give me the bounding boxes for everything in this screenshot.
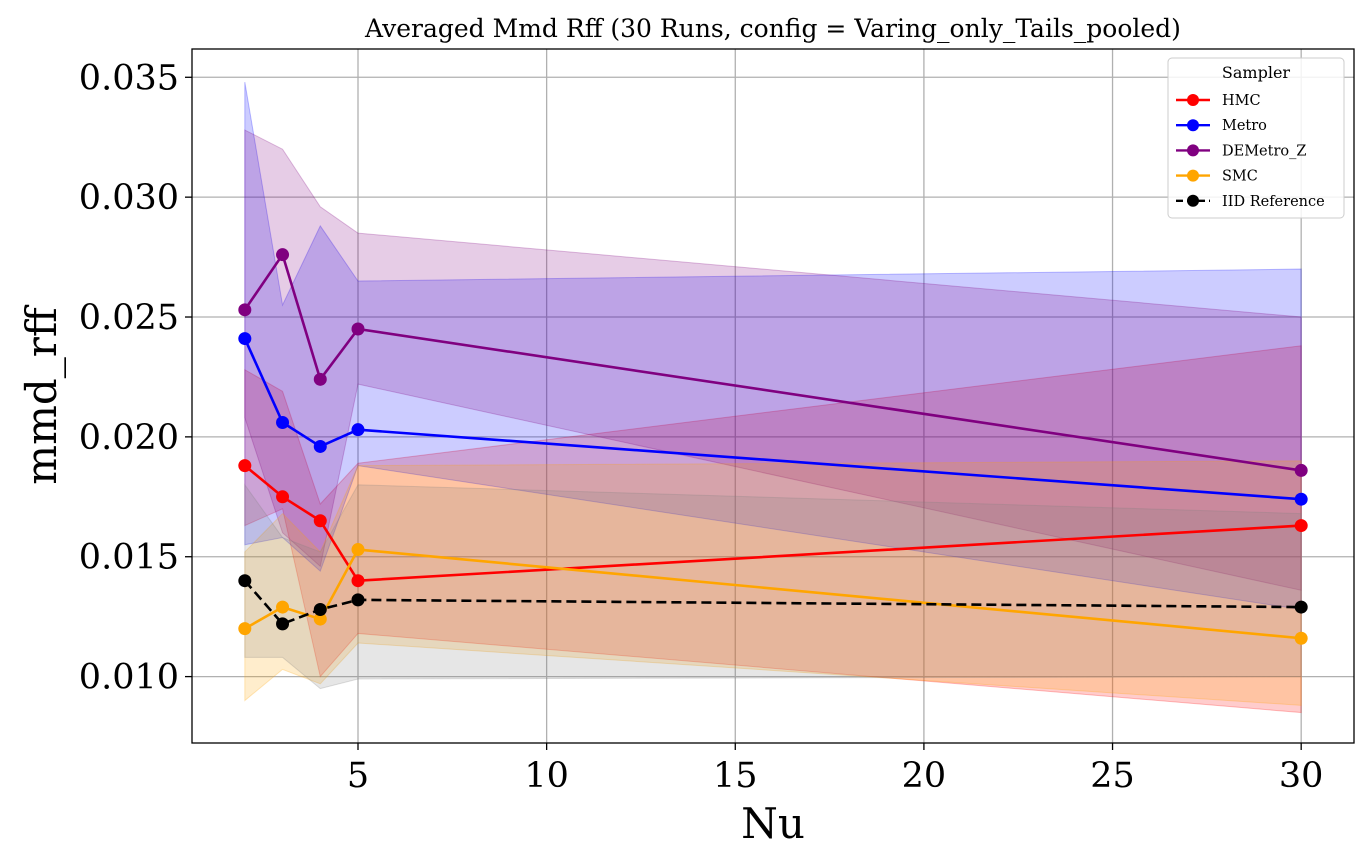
point-iid-reference bbox=[313, 602, 327, 616]
point-metro bbox=[1294, 492, 1308, 506]
legend-marker bbox=[1187, 119, 1199, 132]
y-axis-label: mmd_rff bbox=[17, 304, 66, 485]
y-tick-label: 0.020 bbox=[79, 418, 179, 458]
band-iid-reference bbox=[244, 483, 1302, 690]
point-smc bbox=[238, 622, 252, 636]
legend-label: IID Reference bbox=[1222, 194, 1325, 210]
y-tick-label: 0.010 bbox=[79, 658, 179, 698]
point-smc bbox=[276, 600, 290, 614]
legend-label: SMC bbox=[1222, 169, 1258, 185]
point-demetro-z bbox=[313, 372, 327, 386]
grid bbox=[192, 49, 1354, 743]
point-smc bbox=[313, 612, 327, 626]
point-hmc bbox=[1294, 519, 1308, 533]
plot-frame bbox=[191, 48, 1355, 744]
x-axis: 5 10 15 20 25 30 bbox=[347, 743, 1324, 796]
x-axis-label: Nu bbox=[741, 799, 805, 848]
legend-marker bbox=[1187, 194, 1199, 207]
point-metro bbox=[276, 415, 290, 429]
point-demetro-z bbox=[351, 322, 365, 336]
point-smc bbox=[351, 543, 365, 557]
x-tick-label: 20 bbox=[902, 756, 947, 796]
point-demetro-z bbox=[1294, 463, 1308, 477]
point-iid-reference bbox=[1294, 600, 1308, 614]
y-tick-label: 0.025 bbox=[79, 298, 179, 338]
legend-marker bbox=[1187, 94, 1199, 106]
point-demetro-z bbox=[238, 303, 252, 317]
y-tick-label: 0.030 bbox=[79, 178, 179, 218]
point-metro bbox=[238, 332, 252, 346]
point-hmc bbox=[276, 490, 290, 504]
legend-marker bbox=[1187, 144, 1199, 157]
confidence-bands bbox=[244, 81, 1302, 714]
point-metro bbox=[351, 423, 365, 437]
y-axis: 0.010 0.015 0.020 0.025 0.030 0.035 bbox=[79, 58, 192, 698]
x-tick-label: 5 bbox=[347, 756, 369, 796]
band-demetro-z bbox=[244, 129, 1302, 591]
legend-marker bbox=[1187, 169, 1199, 182]
x-tick-label: 10 bbox=[524, 756, 569, 796]
point-demetro-z bbox=[276, 248, 290, 262]
point-iid-reference bbox=[276, 617, 290, 631]
band-smc bbox=[244, 460, 1302, 706]
point-metro bbox=[313, 439, 327, 453]
point-iid-reference bbox=[351, 593, 365, 607]
legend-label: DEMetro_Z bbox=[1222, 143, 1306, 159]
x-tick-label: 30 bbox=[1279, 756, 1324, 796]
point-hmc bbox=[351, 574, 365, 588]
x-tick-label: 25 bbox=[1090, 756, 1135, 796]
legend: Sampler HMC Metro DEMetro_Z SMC IID Reference bbox=[1167, 57, 1345, 219]
band-hmc bbox=[244, 345, 1302, 714]
legend-title: Sampler bbox=[1222, 63, 1291, 82]
legend-label: Metro bbox=[1222, 118, 1267, 134]
legend-label: HMC bbox=[1222, 93, 1261, 109]
legend-box bbox=[1167, 57, 1345, 219]
y-tick-label: 0.015 bbox=[79, 538, 179, 578]
point-iid-reference bbox=[238, 574, 252, 588]
chart-title: Averaged Mmd Rff (30 Runs, config = Vari… bbox=[364, 14, 1181, 43]
series-points bbox=[238, 248, 1308, 645]
point-hmc bbox=[238, 459, 252, 473]
x-tick-label: 15 bbox=[713, 756, 758, 796]
point-smc bbox=[1294, 631, 1308, 645]
y-tick-label: 0.035 bbox=[79, 58, 179, 98]
point-hmc bbox=[313, 514, 327, 528]
